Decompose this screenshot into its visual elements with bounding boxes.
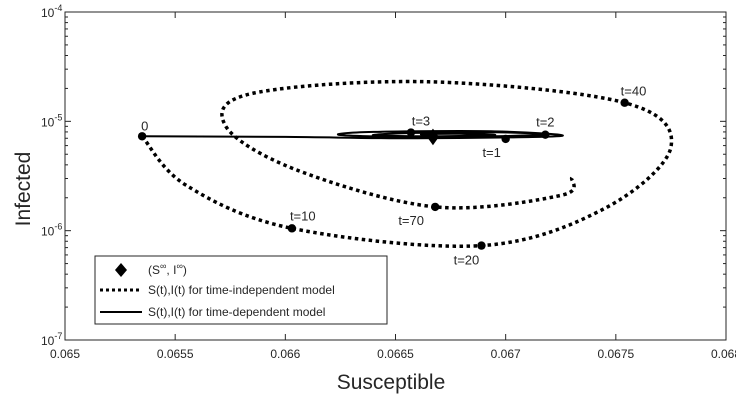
y-tick-label: 10-4 xyxy=(41,3,62,20)
axes xyxy=(64,11,727,341)
y-axis-label: Infected xyxy=(12,152,35,227)
time-point-marker xyxy=(137,132,147,141)
x-tick-label: 0.0655 xyxy=(157,347,194,361)
x-axis-label: Susceptible xyxy=(337,371,446,394)
x-tick-label: 0.067 xyxy=(491,347,521,361)
time-dependent-trajectory xyxy=(142,130,564,140)
x-tick-label: 0.0675 xyxy=(597,347,634,361)
legend-dependent-label: S(t),I(t) for time-dependent model xyxy=(148,305,325,319)
x-tick-label: 0.066 xyxy=(270,347,300,361)
time-point-label: t=2 xyxy=(536,115,554,130)
time-point-label: t=3 xyxy=(412,114,430,129)
y-tick-label: 10-5 xyxy=(41,112,62,129)
x-tick-label: 0.068 xyxy=(711,347,736,361)
time-point-marker xyxy=(541,130,550,139)
x-tick-label: 0.065 xyxy=(50,347,80,361)
time-point-label: t=70 xyxy=(398,213,424,228)
legend-equilibrium-label: (S∞, I∞) xyxy=(148,261,187,277)
x-tick-label: 0.0665 xyxy=(377,347,414,361)
time-independent-trajectory xyxy=(140,79,674,248)
time-point-marker xyxy=(430,202,440,212)
equilibrium-diamond-marker xyxy=(427,131,438,146)
time-point-label: t=40 xyxy=(621,84,647,99)
legend-independent-label: S(t),I(t) for time-independent model xyxy=(148,283,335,297)
y-tick-label: 10-6 xyxy=(41,222,62,239)
tick-labels: 0.065 0.0655 0.066 0.0665 0.067 0.0675 0.068 10… xyxy=(41,3,736,361)
legend: (S∞, I∞) S(t),I(t) for time-independent … xyxy=(94,255,388,325)
time-point-label: t=1 xyxy=(482,145,500,160)
time-point-marker xyxy=(477,241,486,250)
time-point-marker xyxy=(406,128,416,137)
time-point-label: t=10 xyxy=(290,208,316,223)
legend-diamond-marker xyxy=(115,263,127,277)
plot-area: 0 t=1 t=2 t=3 t=10 t=20 t=40 t=70 xyxy=(137,79,674,268)
time-point-marker xyxy=(287,224,297,233)
time-point-label: 0 xyxy=(141,118,148,133)
y-tick-label: 10-7 xyxy=(41,331,62,348)
time-point-marker xyxy=(620,98,629,107)
legend-box xyxy=(94,255,388,325)
time-point-label: t=20 xyxy=(454,253,480,268)
time-point-marker xyxy=(501,134,510,144)
